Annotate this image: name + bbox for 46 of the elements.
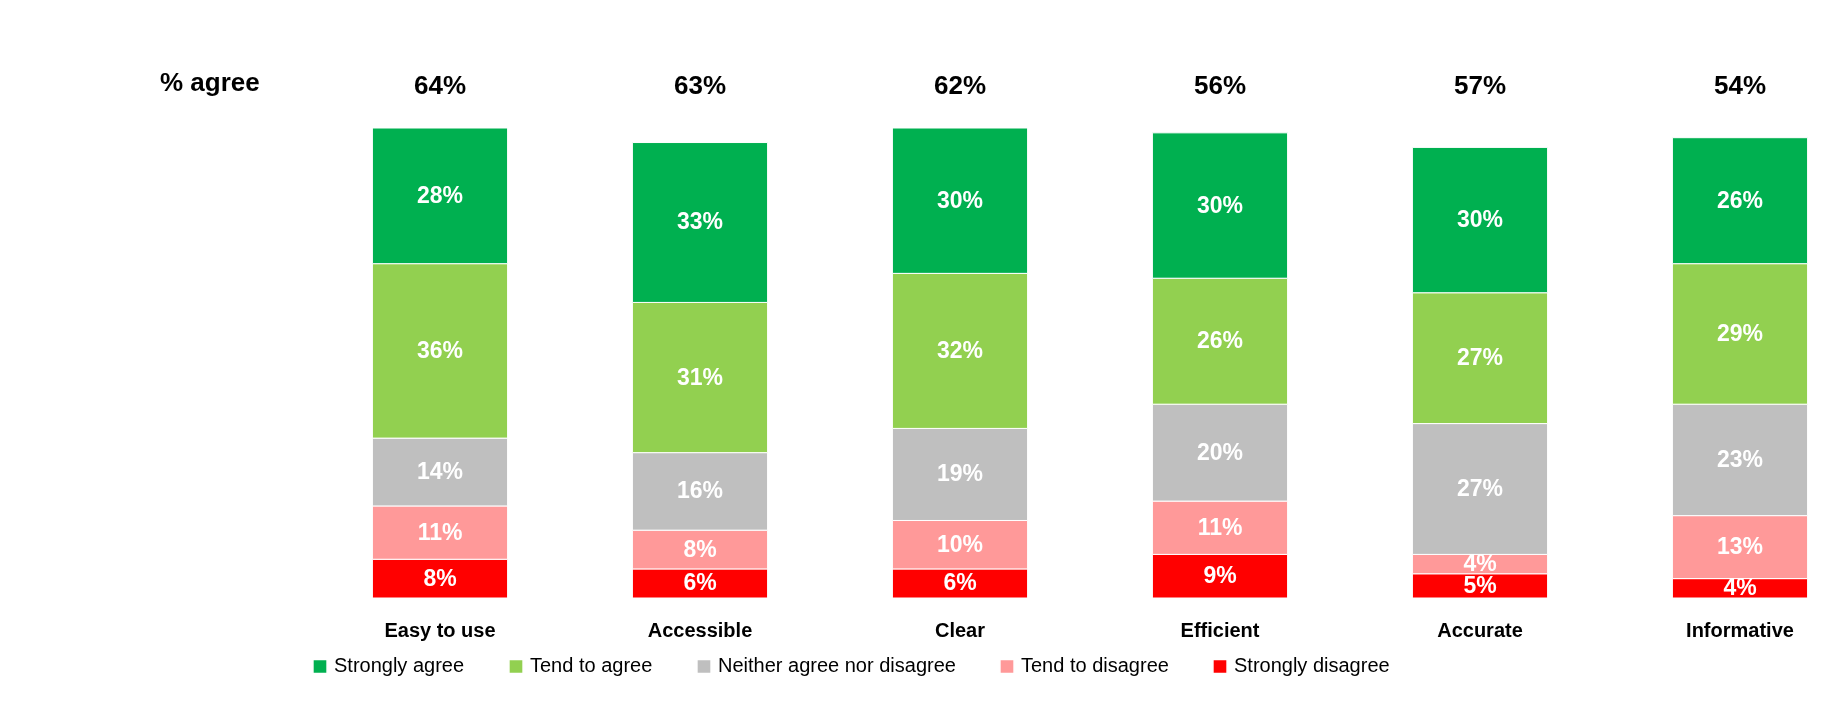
legend-label: Tend to agree bbox=[530, 654, 653, 677]
data-label: 4% bbox=[1723, 574, 1757, 601]
data-label: 32% bbox=[936, 336, 984, 363]
data-label: 23% bbox=[1716, 445, 1764, 472]
text: 54% bbox=[1713, 70, 1767, 100]
text: 57% bbox=[1453, 70, 1507, 100]
data-label: 16% bbox=[676, 477, 724, 504]
data-label: 29% bbox=[1716, 319, 1764, 346]
data-label: 26% bbox=[1196, 327, 1244, 354]
x-tick-label: Easy to use bbox=[384, 618, 496, 641]
data-label: 11% bbox=[417, 518, 463, 545]
data-label: 28% bbox=[416, 181, 464, 208]
data-label: 27% bbox=[1456, 474, 1504, 501]
data-label: 10% bbox=[936, 530, 984, 557]
data-label: 30% bbox=[936, 186, 984, 213]
text: 56% bbox=[1193, 70, 1247, 100]
text: % agree bbox=[160, 67, 260, 97]
legend-label: Neither agree nor disagree bbox=[718, 654, 956, 677]
data-label: 33% bbox=[676, 208, 724, 235]
data-label: 30% bbox=[1456, 206, 1504, 233]
data-label: 36% bbox=[416, 336, 464, 363]
data-label: 6% bbox=[943, 569, 977, 596]
legend-label: Strongly disagree bbox=[1234, 654, 1390, 677]
legend-label: Strongly agree bbox=[334, 654, 465, 677]
data-label: 9% bbox=[1203, 562, 1237, 589]
data-label: 14% bbox=[416, 458, 464, 485]
data-label: 11% bbox=[1197, 513, 1243, 540]
x-tick-label: Informative bbox=[1686, 618, 1794, 641]
text: 63% bbox=[673, 70, 727, 100]
x-tick-label: Efficient bbox=[1180, 618, 1260, 641]
data-label: 30% bbox=[1196, 191, 1244, 218]
x-tick-label: Accessible bbox=[647, 618, 753, 641]
data-label: 20% bbox=[1196, 438, 1244, 465]
data-label: 13% bbox=[1716, 533, 1764, 560]
text: 64% bbox=[413, 70, 467, 100]
data-label: 26% bbox=[1716, 186, 1764, 213]
text: 62% bbox=[933, 70, 987, 100]
data-label: 8% bbox=[683, 535, 717, 562]
data-label: 19% bbox=[936, 460, 984, 487]
x-tick-label: Accurate bbox=[1437, 618, 1523, 641]
x-tick-label: Clear bbox=[934, 618, 986, 641]
legend-label: Tend to disagree bbox=[1021, 654, 1169, 677]
data-label: 6% bbox=[683, 569, 717, 596]
data-label: 8% bbox=[423, 564, 457, 591]
data-label: 27% bbox=[1456, 344, 1504, 371]
data-label: 31% bbox=[676, 363, 724, 390]
